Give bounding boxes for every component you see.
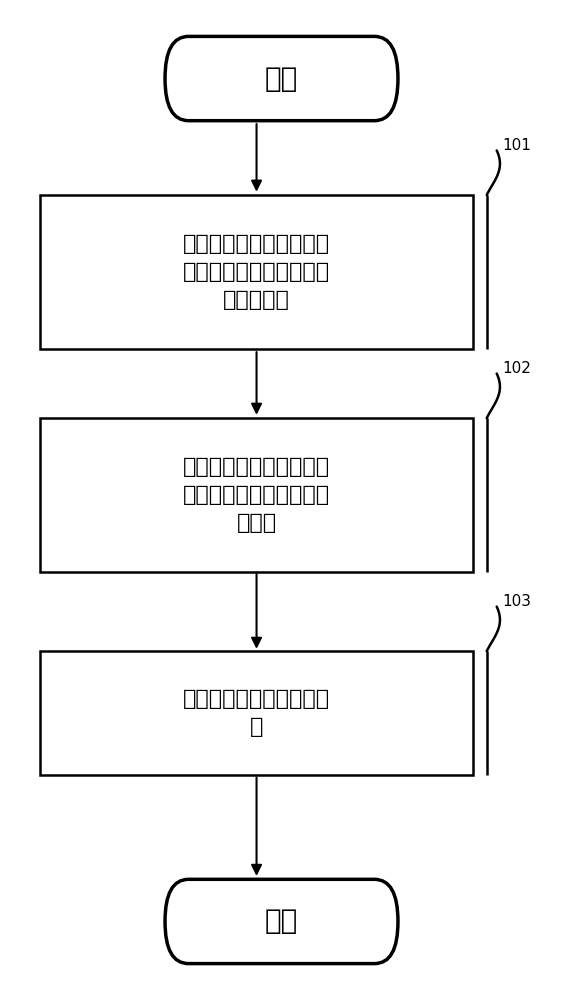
Bar [40, 418, 473, 572]
FancyBboxPatch shape [165, 879, 398, 964]
FancyBboxPatch shape [165, 36, 398, 121]
Bar [40, 651, 473, 775]
Text: 开始: 开始 [265, 65, 298, 93]
Text: 在待电镀銅柱位置电镀銅
柱: 在待电镀銅柱位置电镀銅 柱 [183, 689, 330, 737]
Text: 在裸芯片的预设位置覆盖
薄膜保护层，并固化薄膜
保护层: 在裸芯片的预设位置覆盖 薄膜保护层，并固化薄膜 保护层 [183, 457, 330, 533]
Text: 在已完成金属溅射工艺的
裸芯片的预设位置进行金
属化层蚀刻: 在已完成金属溅射工艺的 裸芯片的预设位置进行金 属化层蚀刻 [183, 234, 330, 310]
Text: 结束: 结束 [265, 907, 298, 935]
Text: 101: 101 [502, 138, 531, 153]
Text: 102: 102 [502, 361, 531, 376]
Bar [40, 195, 473, 349]
Text: 103: 103 [502, 594, 531, 609]
